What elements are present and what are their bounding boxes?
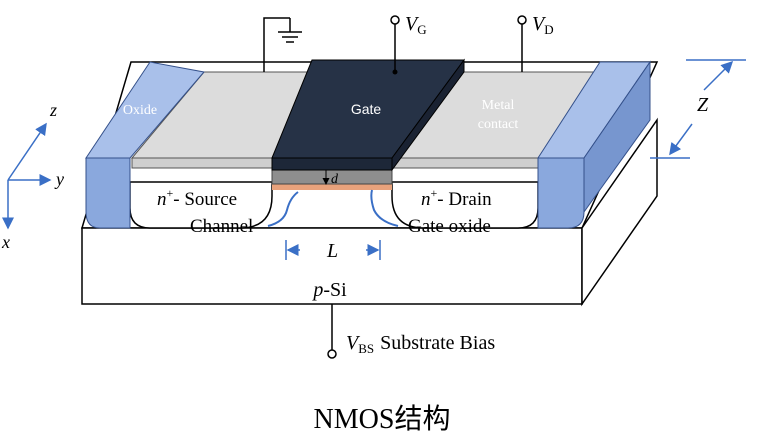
substrate-label: p-Si: [311, 279, 347, 301]
source-label: n+- Source: [157, 186, 237, 210]
metal-contacts: [130, 71, 601, 169]
gate-terminal: VG: [390, 13, 427, 75]
metal-contact-label-line2: contact: [478, 117, 519, 132]
metal-contact-drain-front: [391, 157, 539, 169]
substrate-side-face: [581, 117, 658, 307]
diagram-caption: NMOS结构: [314, 403, 451, 435]
thickness-label: d: [331, 172, 339, 187]
gate-terminal-label: VG: [405, 13, 427, 37]
gate-label: Gate: [351, 101, 382, 117]
oxide-left: [85, 61, 205, 229]
z-axis-label: z: [49, 100, 57, 120]
oxide-right-front: [537, 157, 585, 229]
y-axis-label: y: [54, 169, 64, 189]
oxide-left-front: [85, 157, 131, 229]
metal-contact-source-front: [131, 157, 273, 169]
width-arrow-up: [703, 60, 734, 91]
oxide-right-side: [583, 60, 651, 214]
metal-contact-label-line1: Metal: [482, 98, 515, 113]
width-label: Z: [697, 94, 709, 116]
substrate-front-face: [81, 227, 583, 305]
substrate-terminal: VBS Substrate Bias: [327, 304, 495, 359]
source-region: [129, 181, 273, 229]
drain-terminal-label: VD: [532, 13, 554, 37]
ground-terminal: [263, 17, 302, 72]
drain-label: n+- Drain: [421, 186, 492, 210]
channel-region: [272, 184, 392, 190]
coordinate-axes: y x z: [1, 100, 64, 252]
oxide-label: Oxide: [123, 103, 157, 118]
length-label: L: [326, 240, 338, 262]
channel-pointer: [267, 191, 299, 227]
gate-front-face: [271, 157, 393, 171]
substrate-terminal-label: VBS Substrate Bias: [346, 332, 495, 356]
drain-terminal: VD: [517, 13, 554, 72]
gate-oxide-label: Gate oxide: [408, 216, 491, 237]
channel-label: Channel: [190, 216, 253, 237]
gate-electrode: [271, 58, 465, 172]
z-axis-arrow: [7, 122, 47, 181]
x-axis-label: x: [1, 232, 10, 252]
width-arrow-down: [669, 123, 693, 156]
gate-side-face: [391, 58, 465, 172]
gate-oxide-pointer: [370, 189, 399, 227]
oxide-right: [537, 60, 651, 229]
